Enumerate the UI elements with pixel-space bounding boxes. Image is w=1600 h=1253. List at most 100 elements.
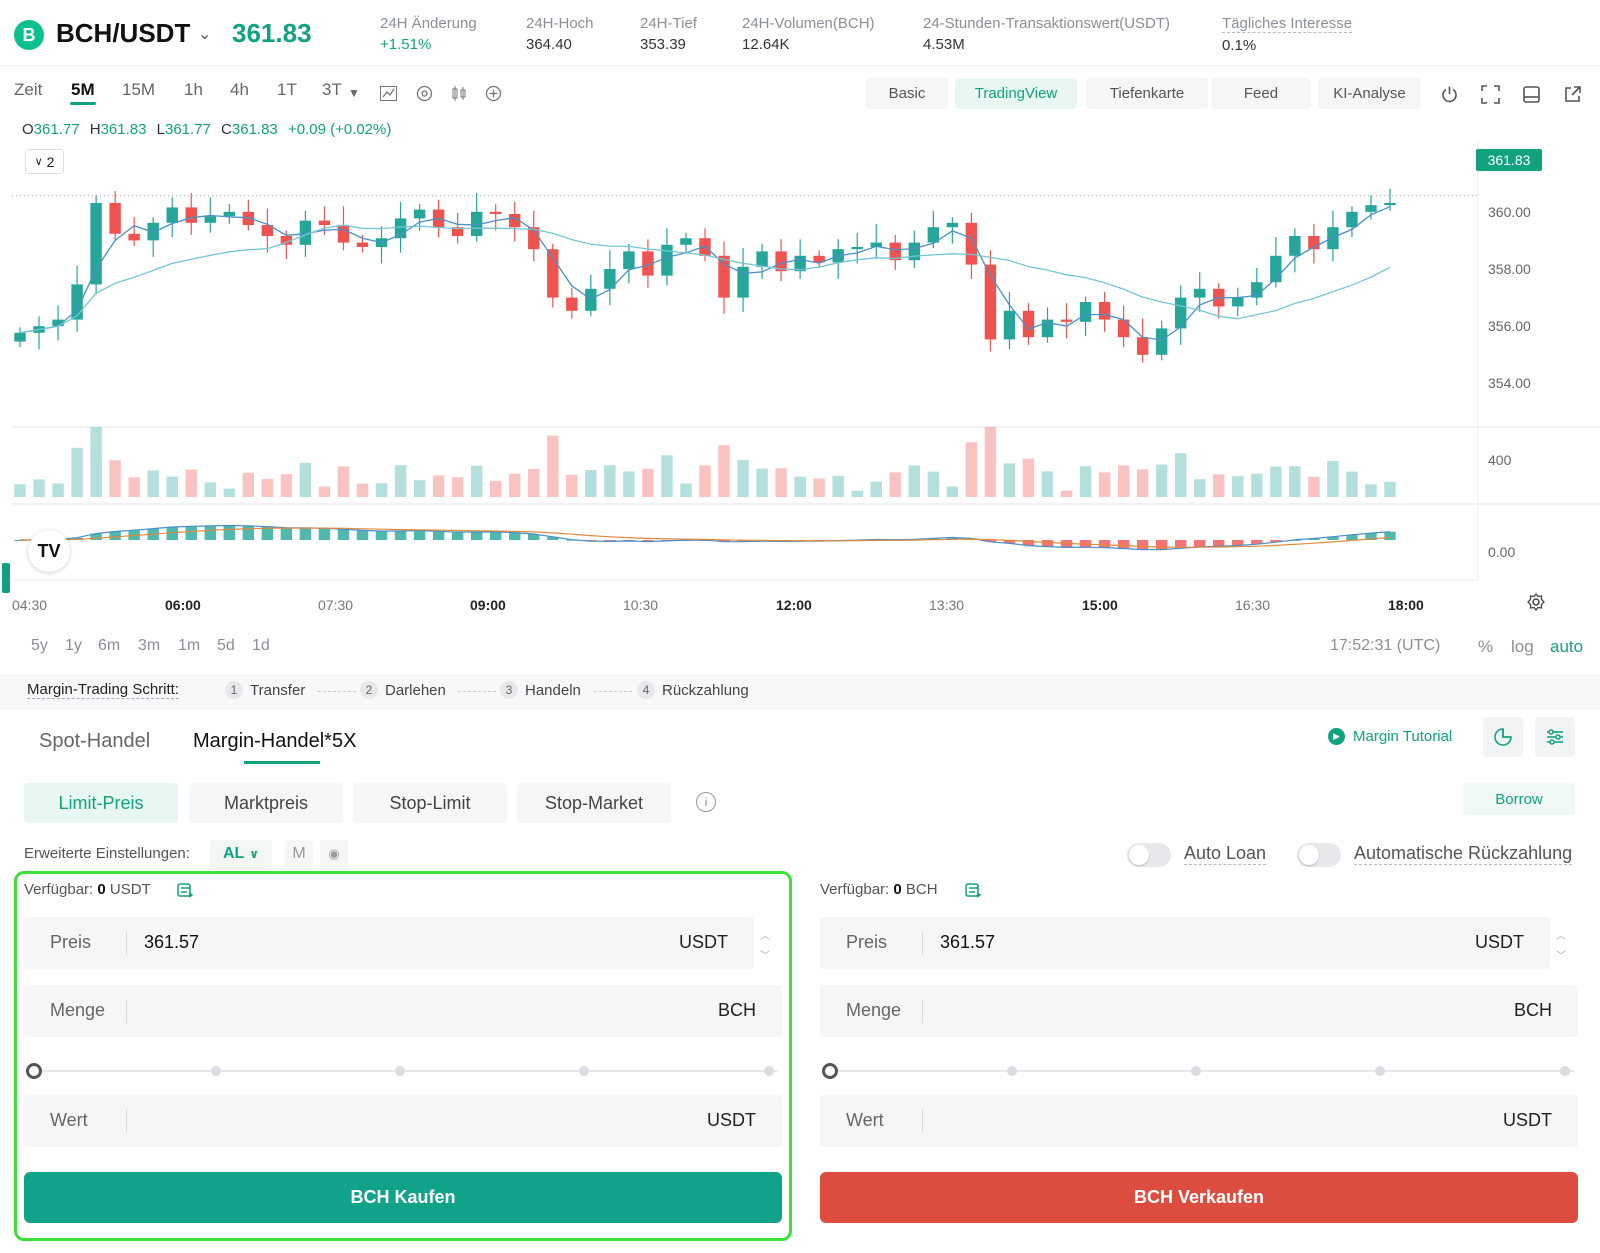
chevron-down-icon[interactable]: ﹀: [1556, 951, 1566, 962]
range-6m[interactable]: 6m: [98, 637, 121, 654]
range-3m[interactable]: 3m: [138, 637, 161, 654]
range-1d[interactable]: 1d: [252, 637, 270, 654]
view-tradingview[interactable]: TradingView: [955, 78, 1077, 109]
price-chart[interactable]: [0, 140, 1600, 595]
buy-price-stepper[interactable]: ︿ ﹀: [754, 917, 778, 969]
transfer-icon[interactable]: [176, 881, 194, 904]
sliders-icon: [1547, 729, 1563, 745]
settings-sliders-button[interactable]: [1535, 717, 1575, 757]
auto-loan-toggle[interactable]: [1127, 843, 1171, 867]
margin-tutorial-link[interactable]: ▶ Margin Tutorial: [1328, 728, 1452, 745]
order-type-stop-market[interactable]: Stop-Market: [517, 783, 671, 823]
sell-price-field[interactable]: Preis USDT: [820, 917, 1550, 969]
buy-amount-slider[interactable]: [26, 1063, 778, 1079]
step-transfer[interactable]: 1 Transfer: [225, 681, 305, 699]
settings-circle-icon[interactable]: [413, 82, 435, 104]
view-ai-analysis[interactable]: KI-Analyse: [1318, 78, 1421, 109]
tf-4h[interactable]: 4h: [230, 80, 249, 99]
sell-value-input[interactable]: [940, 1110, 1340, 1131]
sell-qty-input[interactable]: [940, 1000, 1340, 1021]
sell-value-field[interactable]: Wert USDT: [820, 1095, 1578, 1147]
add-indicator-icon[interactable]: [482, 82, 504, 104]
slider-step-dot[interactable]: [395, 1066, 405, 1076]
tf-1t[interactable]: 1T: [277, 80, 297, 99]
tf-time[interactable]: Zeit: [14, 80, 43, 99]
view-feed[interactable]: Feed: [1211, 78, 1311, 109]
buy-value-input[interactable]: [144, 1110, 544, 1131]
slider-handle[interactable]: [26, 1063, 42, 1079]
tradingview-logo[interactable]: TV: [28, 530, 70, 572]
auto-repay-toggle[interactable]: [1297, 843, 1341, 867]
volume-bar: [166, 476, 178, 497]
buy-qty-field[interactable]: Menge BCH: [24, 985, 782, 1037]
buy-bch-button[interactable]: BCH Kaufen: [24, 1172, 782, 1223]
order-type-market[interactable]: Marktpreis: [189, 783, 343, 823]
order-type-stop-limit[interactable]: Stop-Limit: [353, 783, 507, 823]
pair-selector[interactable]: BCH/USDT: [56, 18, 191, 48]
caret-down-icon[interactable]: ▼: [348, 86, 360, 100]
stat-daily-interest[interactable]: Tägliches Interesse 0.1%: [1222, 15, 1353, 54]
indicator-chart-icon[interactable]: [377, 82, 399, 104]
slider-step-dot[interactable]: [1007, 1066, 1017, 1076]
tf-3t[interactable]: 3T: [322, 80, 342, 99]
range-5y[interactable]: 5y: [31, 637, 48, 654]
m-mode-button[interactable]: M: [285, 840, 313, 868]
view-depth-chart[interactable]: Tiefenkarte: [1086, 78, 1208, 109]
sell-qty-field[interactable]: Menge BCH: [820, 985, 1578, 1037]
candle-body: [299, 220, 312, 245]
buy-qty-input[interactable]: [144, 1000, 544, 1021]
al-mode-selector[interactable]: AL ∨: [210, 840, 272, 868]
borrow-button[interactable]: Borrow: [1463, 783, 1575, 815]
buy-price-input[interactable]: [144, 932, 544, 953]
view-basic[interactable]: Basic: [866, 78, 948, 109]
transfer-icon[interactable]: [964, 881, 982, 904]
step-loan[interactable]: 2 Darlehen: [360, 681, 446, 699]
tab-spot-trading[interactable]: Spot-Handel: [39, 730, 151, 752]
step-trade[interactable]: 3 Handeln: [500, 681, 581, 699]
scale-log[interactable]: log: [1511, 637, 1534, 656]
macd-bar: [280, 527, 293, 540]
chevron-up-icon[interactable]: ︿: [1556, 931, 1566, 942]
step-repay[interactable]: 4 Rückzahlung: [637, 681, 749, 699]
slider-step-dot[interactable]: [764, 1066, 774, 1076]
chevron-up-icon[interactable]: ︿: [760, 931, 770, 942]
ohlc-high-label: H: [89, 121, 101, 138]
indicator-collapse-toggle[interactable]: ∨ 2: [25, 149, 64, 174]
scale-auto[interactable]: auto: [1550, 637, 1584, 656]
sell-bch-button[interactable]: BCH Verkaufen: [820, 1172, 1578, 1223]
power-icon[interactable]: [1437, 82, 1461, 106]
chevron-down-icon[interactable]: ⌄: [198, 26, 212, 43]
slider-step-dot[interactable]: [579, 1066, 589, 1076]
slider-step-dot[interactable]: [211, 1066, 221, 1076]
scale-percent[interactable]: %: [1478, 637, 1494, 656]
buy-value-field[interactable]: Wert USDT: [24, 1095, 782, 1147]
pie-chart-button[interactable]: [1483, 717, 1523, 757]
sell-price-input[interactable]: [940, 932, 1340, 953]
tf-5m[interactable]: 5M: [71, 80, 95, 99]
slider-step-dot[interactable]: [1560, 1066, 1570, 1076]
eye-icon[interactable]: ◉: [320, 840, 348, 868]
gear-icon[interactable]: [1526, 592, 1546, 618]
info-icon[interactable]: i: [696, 792, 716, 812]
macd-histogram: [14, 525, 1396, 550]
slider-step-dot[interactable]: [1191, 1066, 1201, 1076]
slider-step-dot[interactable]: [1375, 1066, 1385, 1076]
tf-1h[interactable]: 1h: [184, 80, 203, 99]
layout-icon[interactable]: [1519, 82, 1543, 106]
sell-price-stepper[interactable]: ︿ ﹀: [1550, 917, 1574, 969]
chart-drag-handle[interactable]: [2, 563, 10, 593]
fullscreen-icon[interactable]: [1478, 82, 1502, 106]
range-1m[interactable]: 1m: [178, 637, 201, 654]
volume-bar: [1327, 461, 1339, 497]
tf-15m[interactable]: 15M: [122, 80, 156, 99]
range-5d[interactable]: 5d: [217, 637, 235, 654]
sell-amount-slider[interactable]: [822, 1063, 1574, 1079]
chevron-down-icon[interactable]: ﹀: [760, 951, 770, 962]
range-1y[interactable]: 1y: [65, 637, 82, 654]
slider-handle[interactable]: [822, 1063, 838, 1079]
order-type-limit[interactable]: Limit-Preis: [24, 783, 178, 823]
share-icon[interactable]: [1560, 82, 1584, 106]
tab-margin-trading[interactable]: Margin-Handel*5X: [193, 730, 357, 752]
buy-price-field[interactable]: Preis USDT: [24, 917, 754, 969]
candle-type-icon[interactable]: [448, 82, 470, 104]
